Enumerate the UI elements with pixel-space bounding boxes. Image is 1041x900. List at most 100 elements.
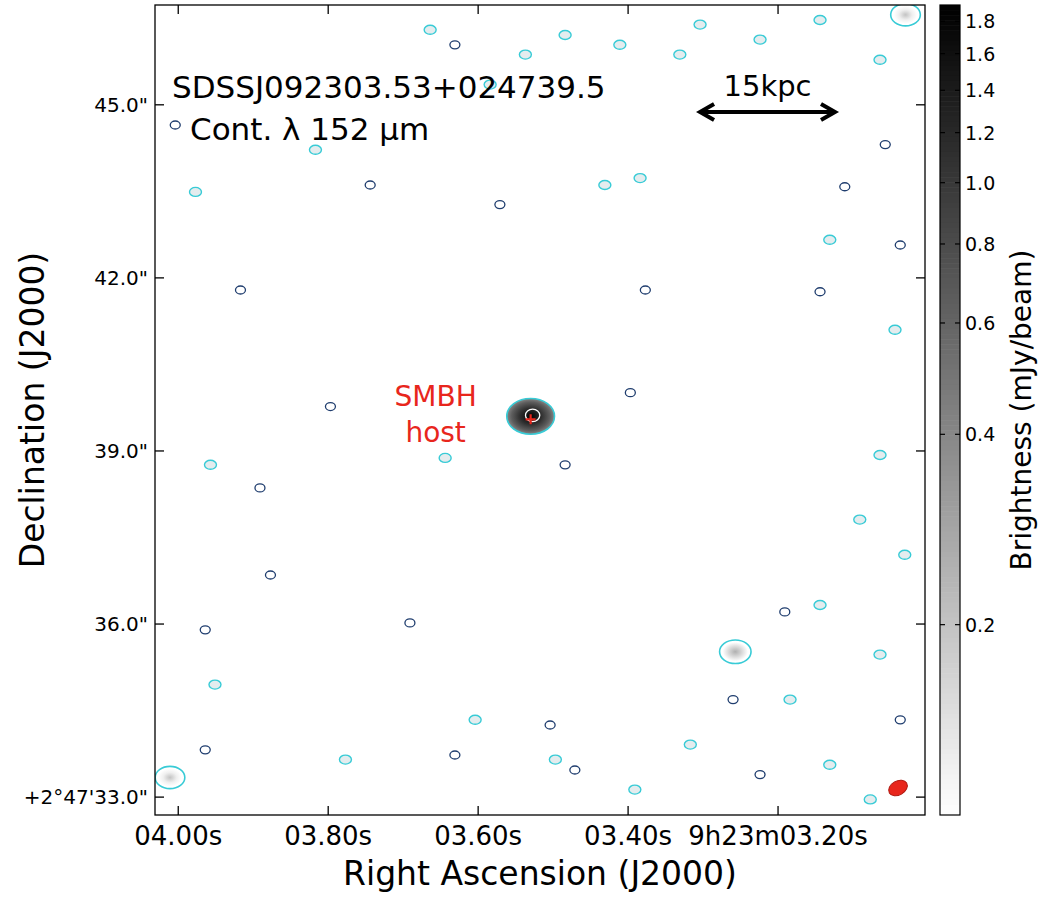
- x-tick-top: [627, 5, 628, 14]
- colorbar-cell: [940, 405, 960, 411]
- colorbar-cell: [940, 289, 960, 295]
- positive-contour: [549, 755, 561, 764]
- colorbar-cell: [940, 208, 960, 214]
- colorbar-tick: [955, 90, 960, 91]
- colorbar-cell: [940, 618, 960, 624]
- negative-contour: [755, 771, 765, 779]
- colorbar-cell: [940, 780, 960, 786]
- positive-contour: [424, 25, 436, 34]
- colorbar-cell: [940, 359, 960, 365]
- colorbar-cell: [940, 233, 960, 239]
- x-tick-label: 04.00s: [134, 821, 222, 851]
- colorbar-cell: [940, 425, 960, 431]
- source: [720, 640, 751, 664]
- positive-contour: [874, 451, 886, 460]
- annotation: SMBHhost: [395, 380, 477, 449]
- colorbar-cell: [940, 243, 960, 249]
- colorbar-cell: [940, 268, 960, 274]
- colorbar-cell: [940, 152, 960, 158]
- colorbar-cell: [940, 420, 960, 426]
- positive-contour: [814, 601, 826, 610]
- colorbar-cell: [940, 744, 960, 750]
- colorbar-cell: [940, 471, 960, 477]
- y-tick-right: [916, 450, 925, 451]
- colorbar-cell: [940, 278, 960, 284]
- y-tick-label: 36.0": [94, 612, 148, 636]
- colorbar-cell: [940, 10, 960, 16]
- colorbar-cell: [940, 790, 960, 796]
- colorbar-cell: [940, 253, 960, 259]
- colorbar-tick: [940, 53, 945, 54]
- annotation-line: host: [405, 416, 465, 449]
- positive-contour: [204, 460, 216, 469]
- x-tick-label: 03.40s: [584, 821, 672, 851]
- colorbar-cell: [940, 582, 960, 588]
- colorbar-cell: [940, 116, 960, 122]
- colorbar-cell: [940, 147, 960, 153]
- colorbar-tick: [955, 243, 960, 244]
- image-layer: [155, 5, 920, 804]
- negative-contour: [780, 608, 790, 616]
- source: [507, 398, 555, 434]
- colorbar-cell: [940, 476, 960, 482]
- negative-contour: [405, 619, 415, 627]
- positive-contour: [899, 550, 911, 559]
- colorbar-cell: [940, 61, 960, 67]
- colorbar-cell: [940, 127, 960, 133]
- x-tick-top: [777, 5, 778, 14]
- y-tick: [155, 796, 164, 797]
- colorbar-cell: [940, 506, 960, 512]
- colorbar-cell: [940, 40, 960, 46]
- positive-contour: [339, 755, 351, 764]
- y-tick-right: [916, 277, 925, 278]
- positive-contour: [599, 181, 611, 190]
- colorbar-tick: [955, 21, 960, 22]
- colorbar-cell: [940, 299, 960, 305]
- subtitle: Cont. λ 152 μm: [190, 111, 429, 147]
- positive-contour: [519, 50, 531, 59]
- colorbar-cell: [940, 445, 960, 451]
- positive-contour: [874, 650, 886, 659]
- x-tick-top: [477, 5, 478, 14]
- colorbar-cell: [940, 481, 960, 487]
- colorbar-tick: [955, 434, 960, 435]
- colorbar-cell: [940, 91, 960, 97]
- colorbar-cell: [940, 653, 960, 659]
- colorbar-cell: [940, 15, 960, 21]
- colorbar-cell: [940, 177, 960, 183]
- negative-contour: [200, 746, 210, 754]
- colorbar-cell: [940, 410, 960, 416]
- colorbar-cell: [940, 435, 960, 441]
- negative-contour: [895, 716, 905, 724]
- colorbar-cell: [940, 30, 960, 36]
- colorbar-cell: [940, 704, 960, 710]
- colorbar-tick-label: 1.2: [965, 122, 995, 144]
- colorbar-cell: [940, 46, 960, 52]
- colorbar-tick-label: 0.8: [965, 233, 995, 255]
- colorbar-cell: [940, 415, 960, 421]
- colorbar-cell: [940, 395, 960, 401]
- negative-contour: [880, 141, 890, 149]
- colorbar-cell: [940, 521, 960, 527]
- colorbar-cell: [940, 486, 960, 492]
- colorbar-cell: [940, 754, 960, 760]
- scale-bar-label: 15kpc: [723, 69, 811, 103]
- colorbar-cell: [940, 587, 960, 593]
- plot-frame: [155, 5, 925, 815]
- colorbar-cell: [940, 572, 960, 578]
- colorbar-cell: [940, 51, 960, 57]
- smbh-marker: [526, 414, 536, 424]
- positive-contour: [694, 20, 706, 29]
- colorbar-cell: [940, 197, 960, 203]
- colorbar-cell: [940, 516, 960, 522]
- colorbar-cell: [940, 451, 960, 457]
- colorbar-tick: [955, 182, 960, 183]
- colorbar-cell: [940, 162, 960, 168]
- colorbar-cell: [940, 491, 960, 497]
- colorbar-label: Brightness (mJy/beam): [1005, 250, 1038, 571]
- colorbar-tick-label: 1.0: [965, 172, 995, 194]
- y-tick: [155, 623, 164, 624]
- colorbar-cell: [940, 228, 960, 234]
- y-tick: [155, 277, 164, 278]
- colorbar-cell: [940, 628, 960, 634]
